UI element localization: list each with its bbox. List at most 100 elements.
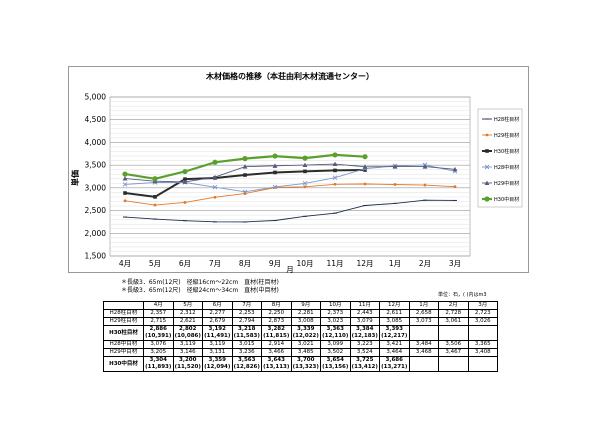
table-cell: 3,421: [379, 340, 410, 349]
data-point: [182, 179, 188, 184]
table-cell: 3,131: [202, 348, 233, 357]
series-line: [124, 199, 456, 223]
cell-value: 3,363: [326, 326, 344, 333]
data-point: [393, 183, 397, 186]
row-label: H29中目材: [103, 348, 144, 357]
cell-value: 3,359: [208, 357, 226, 364]
cell-volume: (12,022): [292, 333, 319, 339]
cell-volume: (12,094): [204, 364, 231, 370]
cell-volume: (11,491): [204, 333, 231, 339]
table-cell: 3,393 (12,217): [379, 325, 410, 341]
cell-value: 3,700: [297, 357, 315, 364]
table-cell: 3,408: [467, 348, 498, 357]
cell-value: 3,218: [238, 326, 256, 333]
row-label: H29柱目材: [103, 317, 144, 326]
table-cell: 3,643 (13,113): [261, 356, 292, 372]
table-cell: 3,218 (11,583): [231, 325, 262, 341]
data-point: [153, 195, 157, 199]
table-cell: 3,119: [202, 340, 233, 349]
series-line: [124, 183, 456, 206]
table-row: H28柱目材 2,357 2,312 2,277 2,253 2,250 2,281 2,37…: [103, 309, 498, 318]
table-cell: 3,223: [349, 340, 380, 349]
data-point: [183, 201, 187, 204]
legend-label: H29柱目材: [494, 132, 519, 139]
table-cell: 3,008: [290, 317, 321, 326]
table-cell: [467, 356, 498, 372]
data-point: [123, 199, 127, 203]
table-cell: 3,200 (11,520): [172, 356, 203, 372]
row-label: H28中目材: [103, 340, 144, 349]
table-cell: 3,205: [143, 348, 174, 357]
table-row: H30柱目材 2,886 (10,391) 2,802 (10,086) 3,192 (11…: [103, 325, 498, 341]
cell-value: 3,393: [385, 326, 403, 333]
table-cell: 3,485: [290, 348, 321, 357]
data-point: [423, 183, 427, 187]
data-point: [302, 155, 308, 161]
data-point: [152, 176, 158, 182]
y-tick-label: 4,000: [85, 138, 107, 147]
data-point: [484, 196, 490, 202]
table-header-cell: 11月: [349, 301, 380, 310]
table-cell: 3,073: [408, 317, 439, 326]
data-point: [272, 153, 278, 159]
data-point: [392, 164, 398, 169]
table-cell: 3,725 (13,412): [349, 356, 380, 372]
table-header-cell: 5月: [172, 301, 203, 310]
cell-value: 3,200: [179, 357, 197, 364]
line-chart: 1,500 2,000 2,500 3,000 3,500 4,000 4,500 5,000…: [70, 71, 523, 274]
x-tick-label: 3月: [449, 259, 461, 268]
table-cell: 2,886 (10,391): [143, 325, 174, 341]
table-cell: [408, 356, 439, 372]
y-tick-label: 5,000: [85, 93, 107, 102]
data-point: [332, 152, 338, 158]
cell-volume: (13,412): [351, 364, 378, 370]
table-cell: 3,192 (11,491): [202, 325, 233, 341]
cell-value: 3,192: [208, 326, 226, 333]
table-row: H29中目材 3,205 3,146 3,131 3,236 3,466 3,485 3,50…: [103, 348, 498, 357]
data-point: [122, 182, 128, 187]
x-tick-label: 7月: [209, 259, 221, 268]
data-point: [333, 182, 337, 186]
cell-volume: (12,826): [233, 364, 260, 370]
cell-value: 3,686: [385, 357, 403, 364]
table-cell: 3,384 (12,183): [349, 325, 380, 341]
legend-label: H29中目材: [494, 180, 519, 187]
x-tick-label: 1月: [389, 259, 401, 268]
data-point: [182, 168, 188, 175]
cell-value: 3,654: [326, 357, 344, 364]
table-cell: 2,802 (10,086): [172, 325, 203, 341]
y-axis-label: 単価: [70, 170, 80, 186]
data-point: [153, 203, 157, 207]
data-point: [243, 173, 247, 177]
table-header-cell: 4月: [143, 301, 174, 310]
cell-volume: (13,156): [322, 364, 349, 370]
table-row: H30中目材 3,304 (11,893) 3,200 (11,520) 3,359 (12…: [103, 356, 498, 372]
data-point: [422, 164, 428, 169]
table-cell: 3,015: [231, 340, 262, 349]
cell-value: 3,339: [297, 326, 315, 333]
table-cell: 3,236: [231, 348, 262, 357]
data-point: [333, 168, 337, 173]
data-point: [122, 176, 128, 181]
table-cell: 3,484: [408, 340, 439, 349]
cell-volume: (13,323): [292, 364, 319, 370]
data-point: [272, 184, 278, 190]
data-point: [332, 175, 338, 181]
cell-volume: (10,086): [174, 333, 201, 339]
table-cell: 2,794: [231, 317, 262, 326]
table-header-cell: 1月: [408, 301, 439, 310]
table-cell: 2,723: [467, 309, 498, 318]
table-cell: 2,373: [320, 309, 351, 318]
data-point: [332, 161, 338, 167]
cell-volume: (12,217): [381, 333, 408, 339]
chart-title: 木材価格の推移（本荘由利木材流通センター）: [205, 71, 374, 81]
table-cell: 3,466: [261, 348, 292, 357]
data-point: [485, 149, 489, 153]
y-tick-label: 2,500: [85, 206, 107, 215]
table-cell: 3,563 (12,826): [231, 356, 262, 372]
table-cell: 3,467: [438, 348, 469, 357]
table-cell: 3,359 (12,094): [202, 356, 233, 372]
table-corner: [103, 301, 144, 310]
table-cell: 3,339 (12,022): [290, 325, 321, 341]
table-row: H28中目材 3,076 3,119 3,119 3,015 2,914 3,021 3,09…: [103, 340, 498, 349]
